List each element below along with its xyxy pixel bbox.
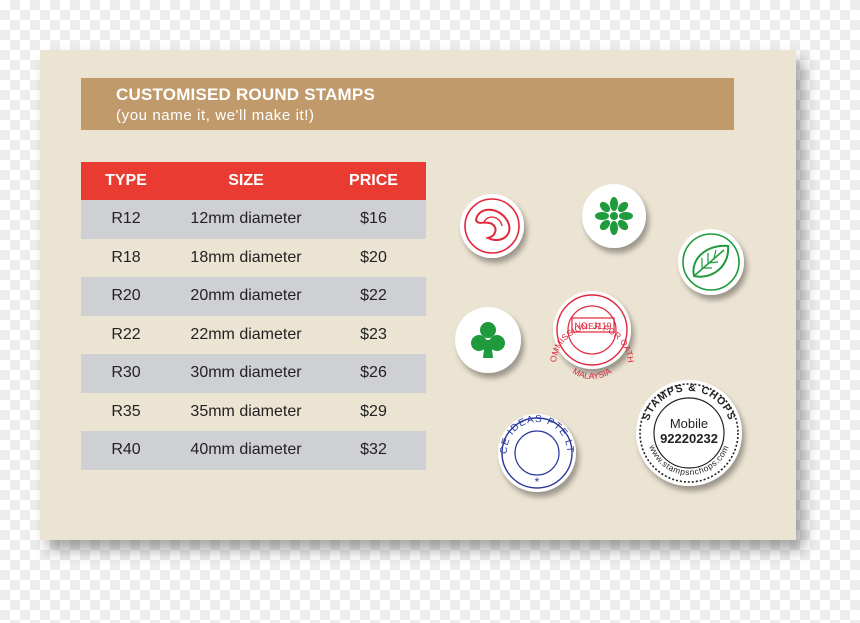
commissioner-ring-text: COMMISSIONER FOR OATHS bbox=[0, 0, 636, 363]
column-header-size: SIZE bbox=[171, 162, 321, 200]
leaf-icon bbox=[682, 233, 740, 291]
club-icon bbox=[471, 322, 505, 358]
commissioner-number: NO: J119 bbox=[574, 321, 611, 331]
ace-ideas-star: * bbox=[535, 475, 540, 489]
cell-type: R20 bbox=[81, 277, 171, 316]
cell-size: 20mm diameter bbox=[171, 277, 321, 316]
flower-icon bbox=[595, 197, 633, 235]
table-row: R40 40mm diameter $32 bbox=[81, 431, 426, 470]
cell-price: $22 bbox=[321, 277, 426, 316]
cell-type: R35 bbox=[111, 402, 141, 420]
cell-size: 18mm diameter bbox=[190, 248, 302, 266]
table-header-row: TYPE SIZE PRICE bbox=[81, 162, 426, 200]
cell-type: R18 bbox=[111, 248, 141, 266]
stamps-n-chops-number: 92220232 bbox=[660, 431, 718, 446]
table-row: R18 18mm diameter $20 bbox=[81, 239, 426, 278]
page-title: CUSTOMISED ROUND STAMPS bbox=[116, 85, 375, 104]
column-header-price: PRICE bbox=[321, 162, 426, 200]
cell-price: $16 bbox=[321, 200, 426, 239]
stamps-n-chops-stamp bbox=[636, 380, 742, 486]
paisley-stamp bbox=[460, 194, 524, 258]
table-row: R20 20mm diameter $22 bbox=[81, 277, 426, 316]
commissioner-stamp bbox=[553, 291, 631, 369]
table-row: R22 22mm diameter $23 bbox=[81, 316, 426, 355]
price-card: CUSTOMISED ROUND STAMPS (you name it, we… bbox=[40, 50, 796, 540]
cell-size: 40mm diameter bbox=[171, 431, 321, 470]
table-row: R30 30mm diameter $26 bbox=[81, 354, 426, 393]
cell-type: R30 bbox=[81, 354, 171, 393]
ace-ideas-seal bbox=[501, 417, 573, 489]
cell-type: R12 bbox=[81, 200, 171, 239]
cell-type: R22 bbox=[111, 325, 141, 343]
cell-type: R40 bbox=[81, 431, 171, 470]
cell-size: 35mm diameter bbox=[190, 402, 302, 420]
table-row: R12 12mm diameter $16 bbox=[81, 200, 426, 239]
stamps-n-chops-seal bbox=[639, 383, 739, 483]
title-banner: CUSTOMISED ROUND STAMPS (you name it, we… bbox=[81, 78, 734, 130]
stamps-n-chops-label: Mobile bbox=[670, 416, 708, 431]
cell-price: $20 bbox=[360, 248, 387, 266]
cell-price: $32 bbox=[321, 431, 426, 470]
cell-price: $23 bbox=[360, 325, 387, 343]
ace-ideas-stamp bbox=[498, 414, 576, 492]
page-subtitle: (you name it, we'll make it!) bbox=[116, 107, 315, 124]
table-row: R35 35mm diameter $29 bbox=[81, 393, 426, 432]
price-table: TYPE SIZE PRICE R12 12mm diameter $16 R1… bbox=[81, 162, 426, 470]
cell-price: $26 bbox=[321, 354, 426, 393]
cell-size: 22mm diameter bbox=[190, 325, 302, 343]
cell-price: $29 bbox=[360, 402, 387, 420]
commissioner-bottom-text: MALAYSIA bbox=[571, 366, 613, 381]
cell-size: 12mm diameter bbox=[171, 200, 321, 239]
commissioner-seal bbox=[556, 294, 628, 366]
cell-size: 30mm diameter bbox=[171, 354, 321, 393]
column-header-type: TYPE bbox=[81, 162, 171, 200]
paisley-icon bbox=[464, 198, 520, 254]
